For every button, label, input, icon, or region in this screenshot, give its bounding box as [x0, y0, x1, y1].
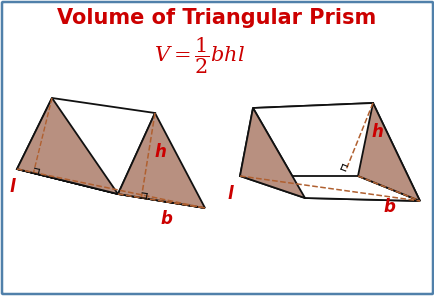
Polygon shape	[17, 98, 155, 194]
Polygon shape	[240, 103, 372, 176]
Polygon shape	[357, 103, 419, 201]
Text: l: l	[9, 178, 15, 196]
Text: b: b	[382, 197, 394, 215]
Text: Volume of Triangular Prism: Volume of Triangular Prism	[57, 8, 376, 28]
Text: h: h	[371, 123, 382, 141]
Text: l: l	[227, 185, 232, 203]
Polygon shape	[240, 176, 419, 201]
Polygon shape	[17, 169, 204, 208]
Text: b: b	[160, 210, 172, 228]
FancyBboxPatch shape	[2, 2, 432, 294]
Polygon shape	[253, 103, 419, 201]
Text: $\mathit{V} = \dfrac{1}{2}\mathit{bhl}$: $\mathit{V} = \dfrac{1}{2}\mathit{bhl}$	[154, 36, 245, 76]
Polygon shape	[118, 113, 204, 208]
Polygon shape	[240, 108, 304, 198]
Text: h: h	[154, 143, 166, 161]
Polygon shape	[17, 98, 118, 194]
